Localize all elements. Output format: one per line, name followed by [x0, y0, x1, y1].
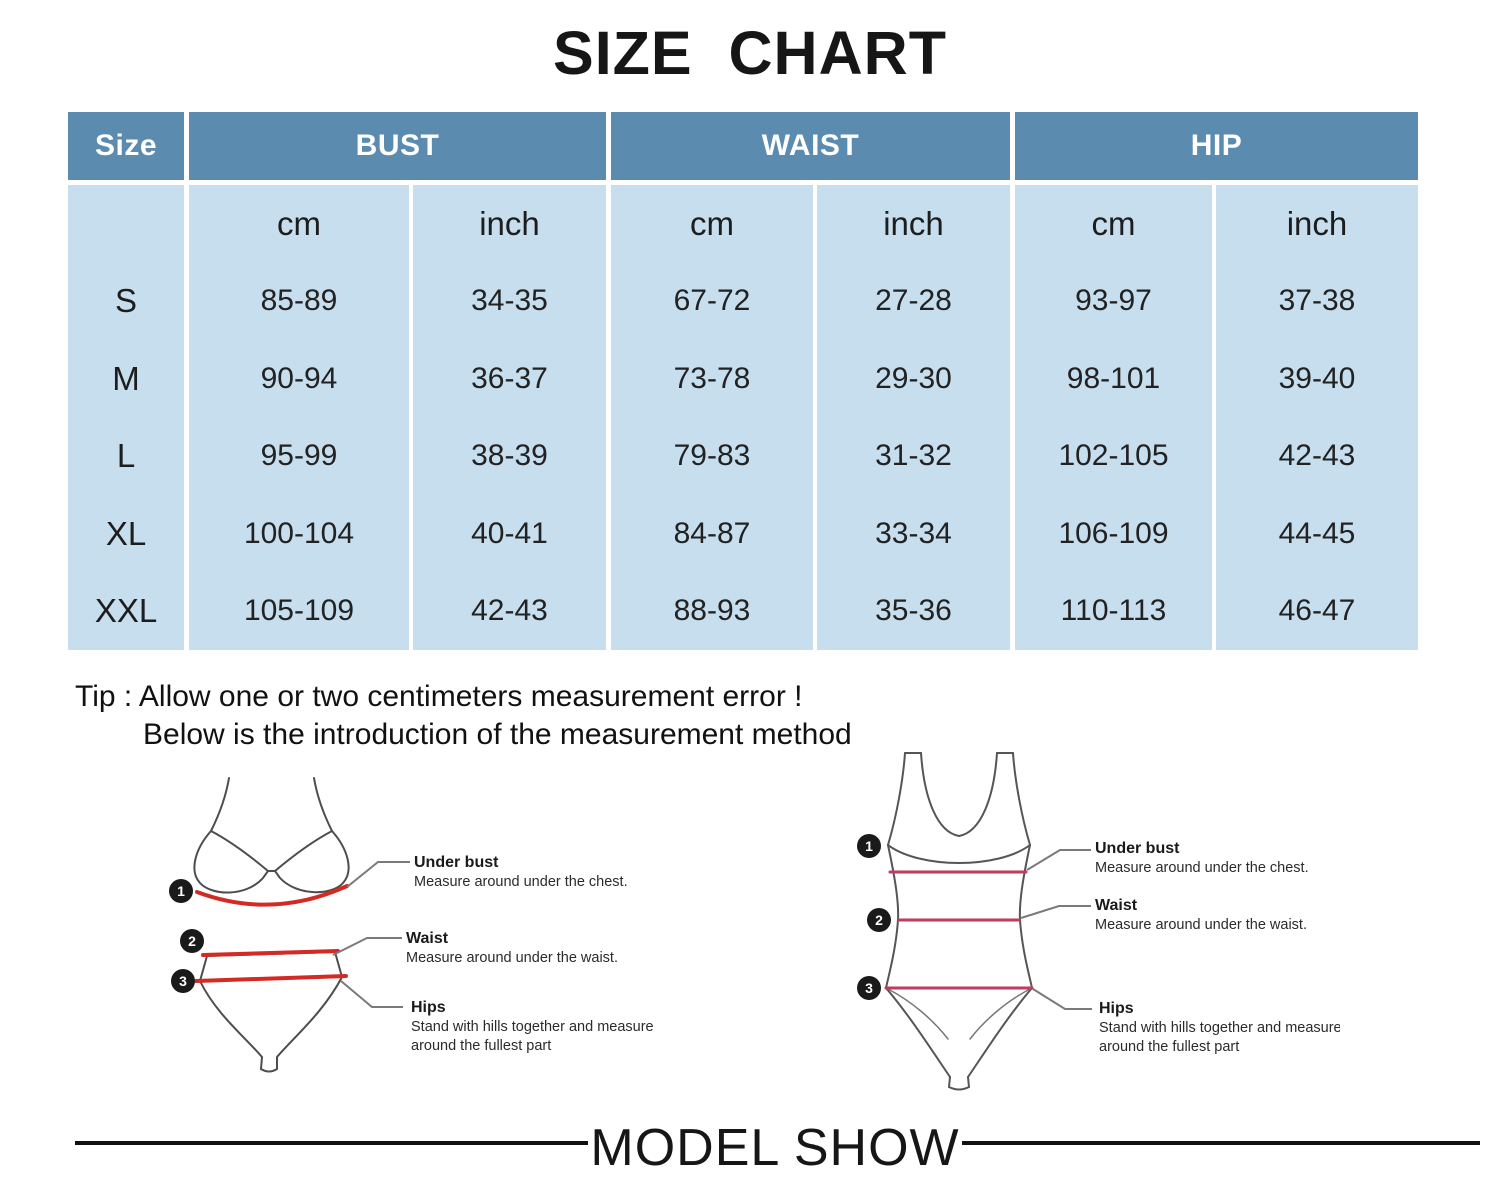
table-body: cm inch cm inch cm inch S 85-89 34-35 67… — [68, 180, 1418, 650]
table-cell: 100-104 — [184, 495, 409, 573]
step-1-badge: 1 — [857, 834, 881, 858]
table-cell: 93-97 — [1010, 262, 1212, 340]
table-cell: 42-43 — [409, 572, 606, 650]
hips-label: Hips — [411, 999, 446, 1016]
step-3-badge: 3 — [857, 976, 881, 1000]
step-2-number: 2 — [875, 912, 883, 928]
step-3-number: 3 — [865, 980, 873, 996]
hips-desc-line1: Stand with hills together and measure — [411, 1019, 654, 1035]
table-cell: 40-41 — [409, 495, 606, 573]
table-cell: 33-34 — [813, 495, 1010, 573]
under-bust-label: Under bust — [414, 854, 499, 871]
tip-line-1: Tip : Allow one or two centimeters measu… — [75, 680, 803, 713]
table-cell: 106-109 — [1010, 495, 1212, 573]
waist-desc: Measure around under the waist. — [406, 950, 618, 966]
unit-header-waist-inch: inch — [813, 185, 1010, 263]
bikini-measurement-diagram: 1 2 3 Under bust Measure around under th… — [169, 777, 654, 1073]
bikini-outline-icon — [193, 777, 350, 1073]
table-cell: 98-101 — [1010, 340, 1212, 418]
table-cell: 35-36 — [813, 572, 1010, 650]
row-xl-size-label: XL — [68, 495, 184, 573]
step-2-badge: 2 — [867, 908, 891, 932]
step-1-number: 1 — [177, 883, 185, 899]
table-cell: 110-113 — [1010, 572, 1212, 650]
under-bust-desc: Measure around under the chest. — [1095, 860, 1309, 876]
waist-label: Waist — [406, 930, 449, 947]
tip-line-2: Below is the introduction of the measure… — [143, 718, 852, 751]
footer-divider-right — [962, 1141, 1480, 1145]
step-1-badge: 1 — [169, 879, 193, 903]
table-header-row: Size BUST WAIST HIP — [68, 112, 1418, 180]
callout-lines — [332, 861, 410, 1008]
under-bust-label: Under bust — [1095, 840, 1180, 857]
hips-desc-line1: Stand with hills together and measure — [1099, 1020, 1340, 1036]
column-header-waist: WAIST — [606, 112, 1010, 180]
row-m-size-label: M — [68, 340, 184, 418]
table-cell: 73-78 — [606, 340, 813, 418]
table-cell: 38-39 — [409, 417, 606, 495]
row-l-size-label: L — [68, 417, 184, 495]
table-cell: 27-28 — [813, 262, 1010, 340]
unit-header-waist-cm: cm — [606, 185, 813, 263]
waist-label: Waist — [1095, 897, 1138, 914]
pink-measure-lines — [884, 870, 1034, 990]
hips-desc-line2: around the fullest part — [1099, 1039, 1239, 1055]
tip-text: Tip : Allow one or two centimeters measu… — [75, 678, 852, 754]
table-cell: 88-93 — [606, 572, 813, 650]
unit-header-bust-inch: inch — [409, 185, 606, 263]
table-cell: 34-35 — [409, 262, 606, 340]
step-1-number: 1 — [865, 838, 873, 854]
waist-desc: Measure around under the waist. — [1095, 917, 1307, 933]
column-header-bust: BUST — [184, 112, 606, 180]
footer-section-title: MODEL SHOW — [590, 1119, 960, 1177]
table-cell: 102-105 — [1010, 417, 1212, 495]
table-cell: 85-89 — [184, 262, 409, 340]
table-cell: 105-109 — [184, 572, 409, 650]
table-cell: 39-40 — [1212, 340, 1418, 418]
unit-header-hip-cm: cm — [1010, 185, 1212, 263]
callout-lines — [1020, 849, 1092, 1010]
unit-row-blank-cell — [68, 185, 184, 263]
column-header-size: Size — [68, 112, 184, 180]
table-cell: 95-99 — [184, 417, 409, 495]
table-cell: 46-47 — [1212, 572, 1418, 650]
size-table: Size BUST WAIST HIP cm inch cm inch cm i… — [68, 112, 1418, 650]
step-3-badge: 3 — [171, 969, 195, 993]
table-cell: 44-45 — [1212, 495, 1418, 573]
swimsuit-measurement-diagram: 1 2 3 Under bust Measure around under th… — [857, 752, 1340, 1091]
hips-desc-line2: around the fullest part — [411, 1038, 551, 1054]
column-header-hip: HIP — [1010, 112, 1418, 180]
unit-header-bust-cm: cm — [184, 185, 409, 263]
red-measure-lines — [194, 884, 349, 983]
hips-label: Hips — [1099, 1000, 1134, 1017]
table-cell: 90-94 — [184, 340, 409, 418]
row-s-size-label: S — [68, 262, 184, 340]
table-cell: 84-87 — [606, 495, 813, 573]
table-cell: 37-38 — [1212, 262, 1418, 340]
page-title: SIZE CHART — [553, 19, 947, 87]
step-3-number: 3 — [179, 973, 187, 989]
footer-divider-left — [75, 1141, 588, 1145]
table-cell: 67-72 — [606, 262, 813, 340]
unit-header-hip-inch: inch — [1212, 185, 1418, 263]
step-2-badge: 2 — [180, 929, 204, 953]
table-cell: 42-43 — [1212, 417, 1418, 495]
table-cell: 31-32 — [813, 417, 1010, 495]
under-bust-desc: Measure around under the chest. — [414, 874, 628, 890]
table-cell: 29-30 — [813, 340, 1010, 418]
table-cell: 36-37 — [409, 340, 606, 418]
step-2-number: 2 — [188, 933, 196, 949]
row-xxl-size-label: XXL — [68, 572, 184, 650]
table-cell: 79-83 — [606, 417, 813, 495]
